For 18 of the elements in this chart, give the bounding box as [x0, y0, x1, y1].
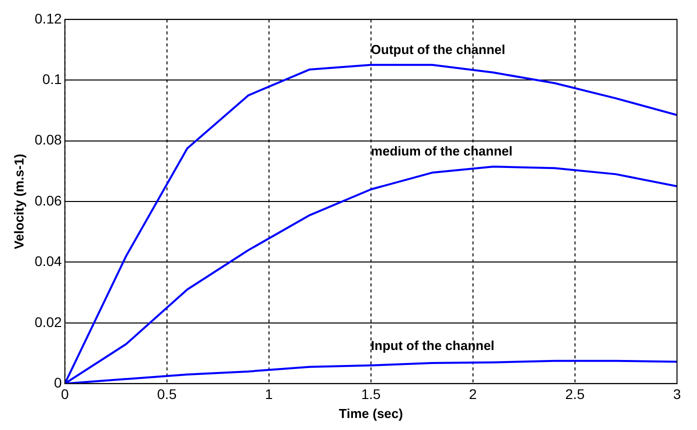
series-label: Output of the channel: [370, 42, 506, 58]
series-label: medium of the channel: [370, 144, 512, 159]
x-tick-label: 2: [469, 386, 478, 402]
x-tick-label: 1.5: [361, 386, 381, 402]
x-tick-label: 0.5: [157, 386, 177, 402]
x-axis-title: Time (sec): [338, 406, 403, 421]
x-tick-label: 3: [673, 386, 682, 402]
x-tick-label: 2.5: [565, 386, 585, 402]
y-tick-label: 0.02: [34, 314, 62, 330]
y-tick-label: 0.06: [34, 192, 62, 208]
y-tick-label: 0.04: [34, 253, 62, 270]
y-tick-label: 0.1: [42, 70, 62, 87]
y-axis-title: Velocity (m.s-1): [11, 154, 26, 250]
x-tick-label: 1: [265, 386, 273, 402]
y-tick-label: 0.12: [34, 10, 62, 26]
y-tick-label: 0.08: [34, 132, 62, 148]
y-tick-label: 0: [54, 374, 62, 390]
series-label: Input of the channel: [370, 338, 494, 353]
